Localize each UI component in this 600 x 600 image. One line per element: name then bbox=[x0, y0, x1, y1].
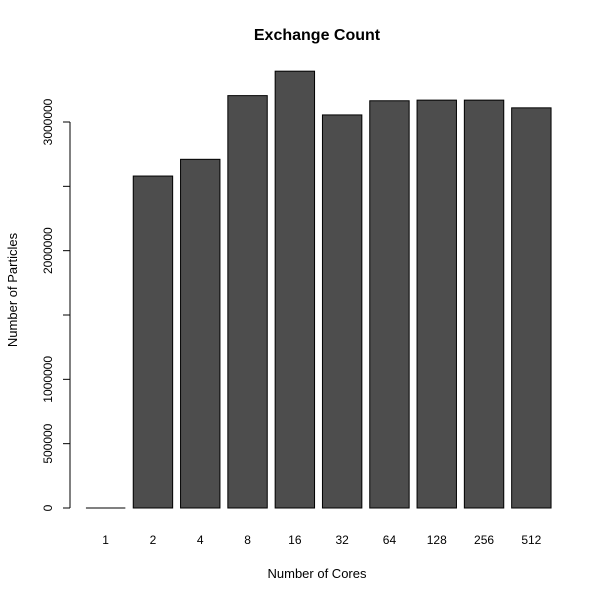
x-tick-label: 64 bbox=[383, 533, 397, 547]
bar bbox=[274, 70, 316, 509]
bar bbox=[180, 158, 221, 509]
bar bbox=[321, 114, 363, 509]
x-tick-label: 4 bbox=[197, 533, 204, 547]
x-tick-label: 128 bbox=[427, 533, 447, 547]
bar bbox=[511, 107, 552, 509]
y-tick-label: 2000000 bbox=[41, 227, 55, 274]
x-tick-label: 2 bbox=[150, 533, 157, 547]
y-tick-label: 3000000 bbox=[41, 98, 55, 145]
x-tick-label: 512 bbox=[521, 533, 541, 547]
y-axis: 0 500000 1000000 2000000 3000000 bbox=[41, 98, 71, 511]
x-axis-label: Number of Cores bbox=[268, 566, 367, 581]
y-tick-label: 1000000 bbox=[41, 356, 55, 403]
x-tick-labels: 1 2 4 8 16 32 64 128 256 512 bbox=[102, 533, 541, 547]
bars-group bbox=[85, 70, 552, 509]
x-tick-label: 16 bbox=[288, 533, 302, 547]
x-tick-label: 32 bbox=[335, 533, 349, 547]
y-tick-label: 0 bbox=[41, 504, 55, 511]
chart-title: Exchange Count bbox=[254, 27, 381, 44]
bar bbox=[463, 99, 505, 509]
y-tick-label: 500000 bbox=[41, 423, 55, 463]
bar bbox=[132, 175, 174, 509]
y-axis-label: Number of Particles bbox=[5, 232, 20, 347]
bar bbox=[227, 95, 268, 509]
bar bbox=[416, 99, 457, 509]
x-tick-label: 1 bbox=[102, 533, 109, 547]
bar bbox=[369, 100, 410, 509]
x-tick-label: 256 bbox=[474, 533, 494, 547]
x-tick-label: 8 bbox=[244, 533, 251, 547]
